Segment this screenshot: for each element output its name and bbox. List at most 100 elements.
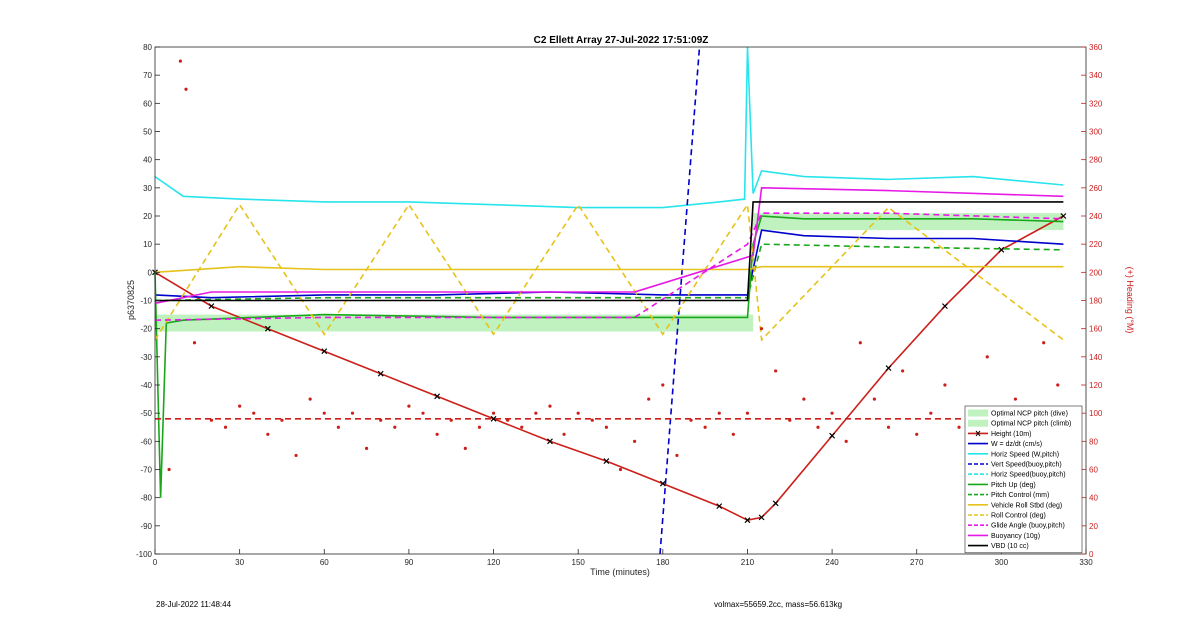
y-tick-label: -90 xyxy=(140,522,152,531)
y-tick-label: 10 xyxy=(143,240,152,249)
point-heading-m xyxy=(647,397,651,401)
point-heading-m xyxy=(675,453,679,458)
marker-height-10m xyxy=(264,325,271,332)
legend-label-buoyancy-10g: Buoyancy (10g) xyxy=(991,533,1040,540)
legend-label-glide-angle-buoy-pitch: Glide Angle (buoy,pitch) xyxy=(991,523,1065,530)
chart-title: C2 Ellett Array 27-Jul-2022 17:51:09Z xyxy=(534,35,709,46)
point-heading-m xyxy=(717,411,721,415)
point-heading-m xyxy=(985,355,989,359)
footer-timestamp: 28-Jul-2022 11:48:44 xyxy=(156,600,232,609)
y2-tick-label: 220 xyxy=(1089,240,1103,249)
point-heading-m xyxy=(407,404,411,408)
x-tick-label: 0 xyxy=(153,558,158,567)
point-heading-m xyxy=(731,432,735,436)
y-axis-ticks: -100-90-80-70-60-50-40-30-20-10010203040… xyxy=(136,43,160,559)
point-heading-m xyxy=(294,453,298,458)
point-heading-m xyxy=(364,446,369,450)
legend-marker-height-10m xyxy=(975,430,981,437)
y-tick-label: 80 xyxy=(143,43,152,52)
x-tick-label: 120 xyxy=(487,558,501,567)
point-heading-m xyxy=(618,467,623,472)
y-tick-label: 20 xyxy=(143,212,152,221)
point-heading-m xyxy=(886,425,891,429)
point-heading-m xyxy=(336,425,340,429)
line-height-10m xyxy=(154,215,1064,522)
legend-label-vert-speed-buoy-pitch: Vert Speed(buoy,pitch) xyxy=(991,462,1062,469)
y-tick-label: 70 xyxy=(143,71,152,80)
point-heading-m xyxy=(1042,341,1046,345)
marker-height-10m xyxy=(772,500,779,507)
y2-tick-label: 0 xyxy=(1089,550,1094,559)
marker-height-10m xyxy=(1060,213,1067,219)
data-series xyxy=(152,46,1067,555)
point-heading-m xyxy=(943,383,947,387)
point-heading-m xyxy=(167,467,171,472)
point-heading-m xyxy=(548,404,552,408)
legend-label-vbd-10-cc: VBD (10 cc) xyxy=(991,543,1029,550)
line-glide-angle-buoy-pitch xyxy=(154,212,1064,321)
point-heading-m xyxy=(576,411,580,415)
point-heading-m xyxy=(223,425,228,429)
point-heading-m xyxy=(1013,397,1018,401)
point-heading-m xyxy=(1056,383,1060,387)
x-axis-ticks: 0 30 60 90 120 150 180 210 240 270 300 330 xyxy=(153,549,1093,567)
y-tick-label: -70 xyxy=(140,466,152,475)
marker-height-10m xyxy=(744,517,751,524)
legend: Optimal NCP pitch (dive) Optimal NCP pitc… xyxy=(964,405,1083,554)
y2-tick-label: 40 xyxy=(1089,494,1098,503)
point-heading-m xyxy=(393,425,397,429)
y2-tick-label: 80 xyxy=(1089,437,1098,446)
y2-tick-label: 260 xyxy=(1089,184,1103,193)
marker-height-10m xyxy=(829,432,836,439)
point-heading-m xyxy=(192,341,197,345)
marker-height-10m xyxy=(659,480,666,487)
y2-tick-label: 180 xyxy=(1089,297,1103,306)
point-heading-m xyxy=(520,425,524,429)
line-vbd-10-cc xyxy=(155,201,1064,302)
y2-tick-label: 280 xyxy=(1089,156,1103,165)
y2-tick-label: 300 xyxy=(1089,128,1103,137)
y2-tick-label: 120 xyxy=(1089,381,1103,390)
y-tick-label: -40 xyxy=(140,381,152,390)
point-heading-m xyxy=(463,446,467,450)
point-heading-m xyxy=(266,432,270,436)
legend-swatch-optimal-ncp-pitch-dive xyxy=(968,409,988,417)
x-axis-label: Time (minutes) xyxy=(590,567,650,577)
point-heading-m xyxy=(534,411,538,415)
point-heading-m xyxy=(816,425,820,429)
y-tick-label: -10 xyxy=(140,297,152,306)
legend-label-vehicle-roll-stbd-deg: Vehicle Roll Stbd (deg) xyxy=(991,502,1062,509)
point-heading-m xyxy=(350,411,355,415)
band-optimal-ncp-pitch-dive xyxy=(155,314,754,332)
point-heading-m xyxy=(238,404,242,408)
marker-height-10m xyxy=(885,365,892,372)
footer-volmax-mass: volmax=55659.2cc, mass=56.613kg xyxy=(714,600,843,609)
x-tick-label: 180 xyxy=(656,558,670,567)
marker-height-10m xyxy=(603,458,610,464)
point-heading-m xyxy=(184,87,188,91)
point-heading-m xyxy=(759,327,764,331)
point-heading-m xyxy=(604,425,608,429)
point-heading-m xyxy=(308,397,312,401)
marker-height-10m xyxy=(321,348,328,355)
y-tick-label: 40 xyxy=(143,156,152,165)
y2-tick-label: 100 xyxy=(1089,409,1103,418)
legend-label-pitch-up-deg: Pitch Up (deg) xyxy=(991,482,1036,489)
shaded-bands xyxy=(155,213,1064,332)
legend-label-height-10m: Height (10m) xyxy=(991,431,1031,438)
y-tick-label: 50 xyxy=(143,128,152,137)
y2-tick-label: 20 xyxy=(1089,522,1098,531)
point-heading-m xyxy=(915,432,919,436)
point-heading-m xyxy=(590,418,594,422)
point-heading-m xyxy=(252,411,256,415)
y2-tick-label: 160 xyxy=(1089,325,1103,334)
point-heading-m xyxy=(178,59,182,63)
y2-axis-label: (+) Heading (°M) xyxy=(1125,267,1135,334)
x-tick-label: 330 xyxy=(1079,558,1093,567)
marker-height-10m xyxy=(208,303,215,310)
point-heading-m xyxy=(421,411,425,415)
point-heading-m xyxy=(322,411,326,415)
point-heading-m xyxy=(435,432,439,436)
marker-height-10m xyxy=(716,503,723,510)
